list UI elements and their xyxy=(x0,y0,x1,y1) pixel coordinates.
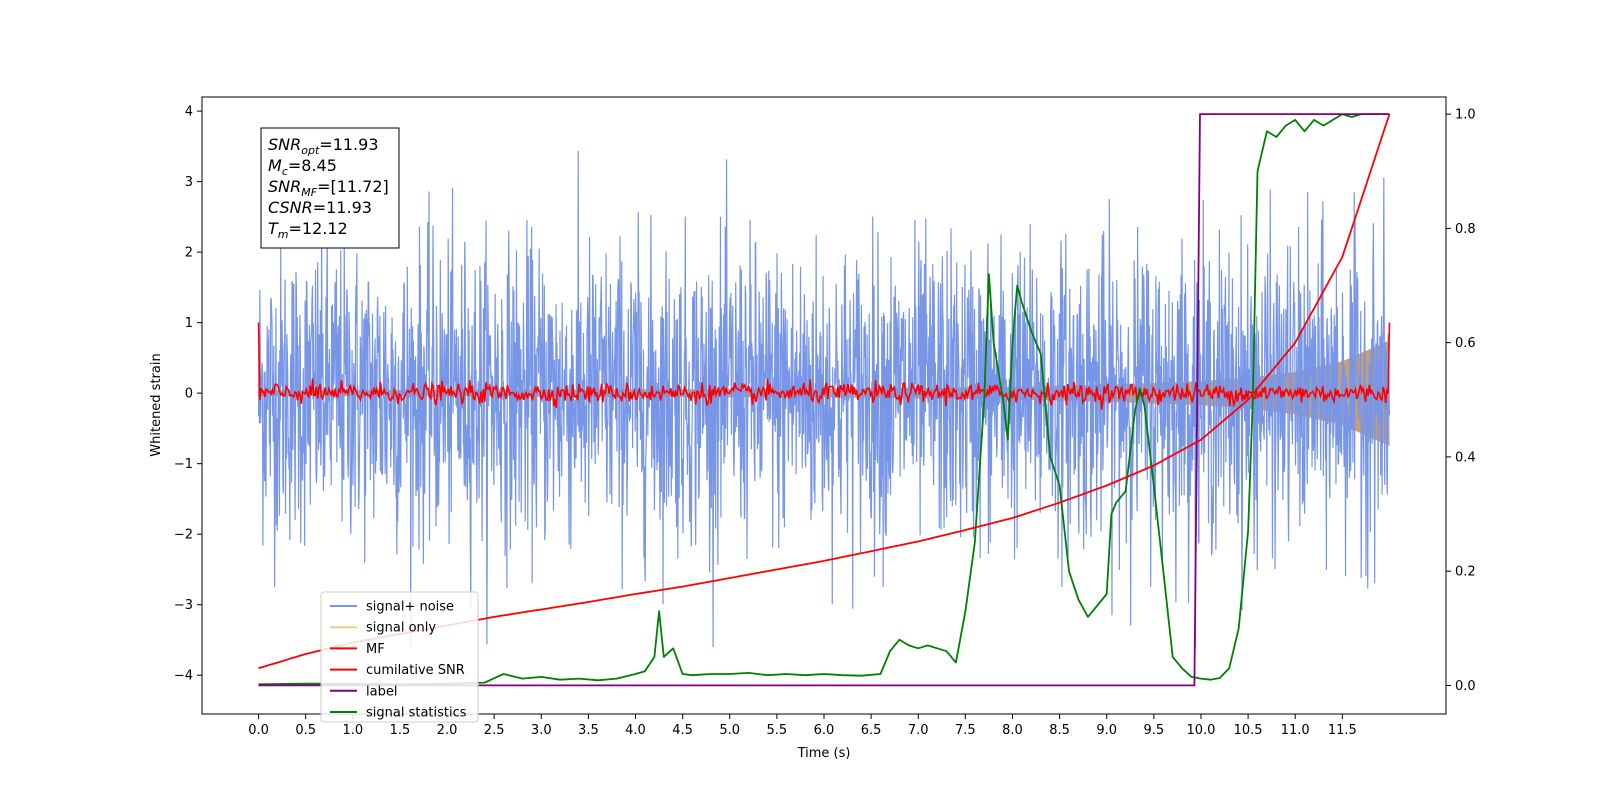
x-axis-label: Time (s) xyxy=(797,746,851,761)
label-line xyxy=(258,113,1390,687)
signal-plus-noise-line xyxy=(257,150,1391,648)
x-tick-label: 11.5 xyxy=(1328,723,1357,738)
legend-label: MF xyxy=(366,642,385,657)
legend-label: cumilative SNR xyxy=(366,663,465,678)
legend-label: signal+ noise xyxy=(366,600,454,615)
y-axis-label: Whitened strain xyxy=(149,353,164,456)
x-tick-label: 10.0 xyxy=(1186,723,1215,738)
y-left-tick-label: −1 xyxy=(174,457,193,472)
x-tick-label: 1.0 xyxy=(342,723,363,738)
y-left-tick-label: 0 xyxy=(185,387,193,402)
x-tick-label: 5.0 xyxy=(719,723,740,738)
x-tick-label: 3.5 xyxy=(578,723,599,738)
y-right-tick-label: 0.4 xyxy=(1455,450,1476,465)
annotation-line: Mc=8.45 xyxy=(268,156,337,178)
x-tick-label: 0.5 xyxy=(295,723,316,738)
x-tick-label: 5.5 xyxy=(767,723,788,738)
annotation-line: SNRMF=[11.72] xyxy=(268,177,389,199)
y-left-tick-label: −2 xyxy=(174,528,193,543)
noise-layer xyxy=(257,150,1391,648)
y-left-tick-label: 4 xyxy=(185,105,193,120)
legend-label: label xyxy=(366,684,397,699)
x-tick-label: 2.0 xyxy=(437,723,458,738)
signal-statistics-line xyxy=(258,113,1390,686)
y-right-tick-label: 0.2 xyxy=(1455,565,1476,580)
x-tick-label: 4.5 xyxy=(672,723,693,738)
x-tick-label: 3.0 xyxy=(531,723,552,738)
x-tick-label: 6.0 xyxy=(814,723,835,738)
axes-layer: 0.0 0.5 1.0 1.5 2.0 2.5 3.0 3.5 4.0 4.5 5.0 5.5 6.0 6… xyxy=(174,105,1476,738)
y-left-tick-label: −4 xyxy=(174,669,193,684)
y-left-tick-label: 1 xyxy=(185,316,193,331)
x-tick-label: 7.0 xyxy=(908,723,929,738)
y-left-tick-label: 3 xyxy=(185,175,193,190)
annotation-line: SNRopt=11.93 xyxy=(268,135,379,157)
x-tick-label: 7.5 xyxy=(955,723,976,738)
legend-label: signal only xyxy=(366,621,436,636)
annotation-line: CSNR=11.93 xyxy=(268,198,372,217)
x-tick-label: 10.5 xyxy=(1234,723,1263,738)
annotation-box: SNRopt=11.93Mc=8.45SNRMF=[11.72]CSNR=11.… xyxy=(260,127,400,249)
y-left-tick-label: −3 xyxy=(174,598,193,613)
legend-label: signal statistics xyxy=(366,706,467,721)
x-tick-label: 2.5 xyxy=(484,723,505,738)
y-right-tick-label: 0.6 xyxy=(1455,336,1476,351)
x-tick-label: 8.5 xyxy=(1049,723,1070,738)
x-tick-label: 4.0 xyxy=(625,723,646,738)
y-right-tick-label: 0.0 xyxy=(1455,679,1476,694)
x-tick-label: 9.5 xyxy=(1144,723,1165,738)
y-right-tick-label: 1.0 xyxy=(1455,108,1476,123)
y-left-tick-label: 2 xyxy=(185,246,193,261)
annotation-line: Tm=12.12 xyxy=(268,219,348,241)
mf-line xyxy=(257,322,1391,410)
x-tick-label: 6.5 xyxy=(861,723,882,738)
x-tick-label: 1.5 xyxy=(390,723,411,738)
x-tick-label: 0.0 xyxy=(248,723,269,738)
x-tick-label: 8.0 xyxy=(1002,723,1023,738)
y-right-tick-label: 0.8 xyxy=(1455,222,1476,237)
x-tick-label: 9.0 xyxy=(1096,723,1117,738)
x-tick-label: 11.0 xyxy=(1281,723,1310,738)
legend: signal+ noise signal only MF cumilative SNR… xyxy=(320,591,479,723)
